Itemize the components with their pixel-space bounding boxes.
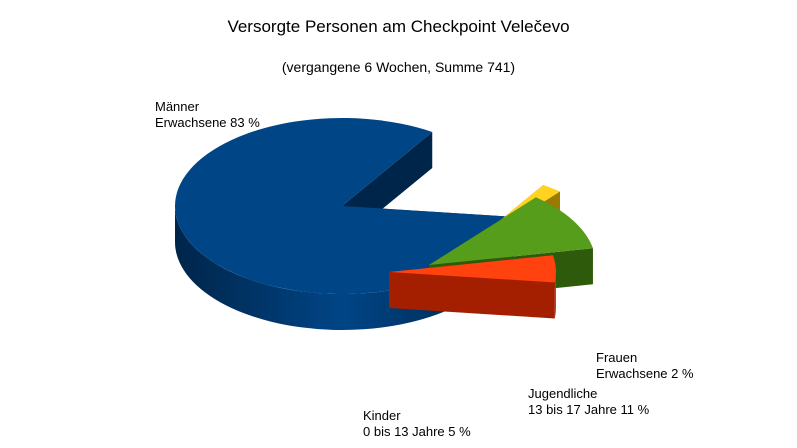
slice-kinder-cut-1: [389, 272, 555, 319]
slice-jugendliche-top: [429, 197, 593, 265]
slice-label-frauen-detail: Erwachsene 2 %: [596, 366, 694, 381]
slice-label-maenner-detail: Erwachsene 83 %: [155, 115, 260, 130]
slice-label-kinder: Kinder 0 bis 13 Jahre 5 %: [363, 408, 471, 440]
slice-label-maenner: Männer Erwachsene 83 %: [155, 99, 260, 131]
slice-label-jugendliche-detail: 13 bis 17 Jahre 11 %: [528, 402, 650, 417]
chart-subtitle: (vergangene 6 Wochen, Summe 741): [281, 59, 516, 75]
slice-label-jugendliche-name: Jugendliche: [528, 386, 598, 401]
slice-label-kinder-detail: 0 bis 13 Jahre 5 %: [363, 424, 471, 439]
slice-kinder-top: [389, 255, 556, 283]
slice-kinder-side: [554, 272, 556, 319]
slice-label-frauen: Frauen Erwachsene 2 %: [596, 350, 694, 382]
slice-label-maenner-name: Männer: [155, 99, 200, 114]
slice-maenner-top: [175, 117, 508, 294]
slice-label-kinder-name: Kinder: [363, 408, 401, 423]
slice-label-frauen-name: Frauen: [596, 350, 638, 365]
slice-kinder: [389, 255, 556, 319]
chart-title: Versorgte Personen am Checkpoint Velečev…: [227, 17, 570, 36]
slice-label-jugendliche: Jugendliche 13 bis 17 Jahre 11 %: [528, 386, 649, 418]
